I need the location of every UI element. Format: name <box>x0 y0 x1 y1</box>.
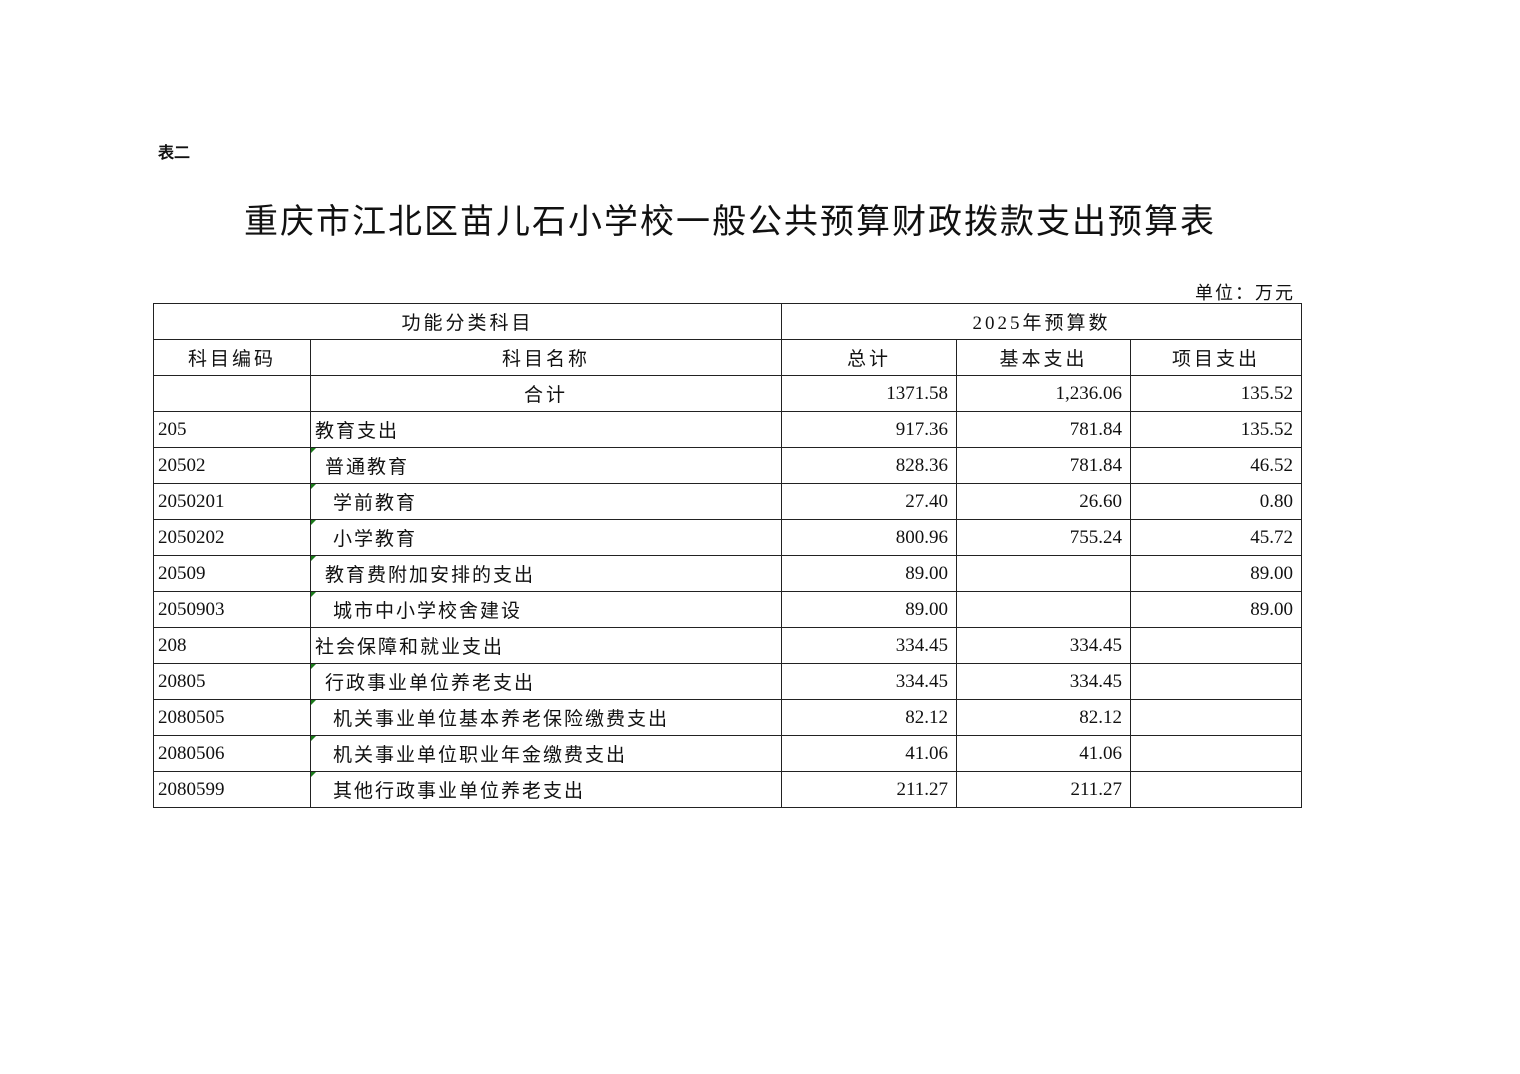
total-row: 合计 1371.58 1,236.06 135.52 <box>153 375 1303 412</box>
row-name: 教育费附加安排的支出 <box>309 555 783 592</box>
row-project <box>1130 735 1303 772</box>
page-title: 重庆市江北区苗儿石小学校一般公共预算财政拨款支出预算表 <box>244 204 1216 241</box>
row-project <box>1130 627 1303 664</box>
table-row: 2080599 其他行政事业单位养老支出 211.27 211.27 <box>153 771 1303 808</box>
row-total: 27.40 <box>781 483 958 520</box>
row-name: 普通教育 <box>309 447 783 484</box>
header-total: 总计 <box>781 339 958 376</box>
row-code: 2050201 <box>153 483 311 520</box>
row-project: 89.00 <box>1130 591 1303 628</box>
row-basic: 82.12 <box>956 699 1132 736</box>
header-name: 科目名称 <box>309 339 783 376</box>
total-code <box>153 375 311 412</box>
row-code: 20805 <box>153 663 311 700</box>
table-label: 表二 <box>158 145 191 162</box>
row-code: 2080505 <box>153 699 311 736</box>
header-row: 科目编码 科目名称 总计 基本支出 项目支出 <box>153 339 1303 376</box>
row-project <box>1130 699 1303 736</box>
row-name: 社会保障和就业支出 <box>309 627 783 664</box>
row-total: 41.06 <box>781 735 958 772</box>
total-project: 135.52 <box>1130 375 1303 412</box>
row-basic: 26.60 <box>956 483 1132 520</box>
table-row: 2050903 城市中小学校舍建设 89.00 89.00 <box>153 591 1303 628</box>
row-total: 334.45 <box>781 627 958 664</box>
row-project: 45.72 <box>1130 519 1303 556</box>
row-total: 82.12 <box>781 699 958 736</box>
row-name: 小学教育 <box>309 519 783 556</box>
row-project <box>1130 663 1303 700</box>
row-total: 828.36 <box>781 447 958 484</box>
row-name: 教育支出 <box>309 411 783 448</box>
total-basic: 1,236.06 <box>956 375 1132 412</box>
row-code: 208 <box>153 627 311 664</box>
total-name: 合计 <box>309 375 783 412</box>
row-code: 2080506 <box>153 735 311 772</box>
row-name: 机关事业单位职业年金缴费支出 <box>309 735 783 772</box>
row-basic: 755.24 <box>956 519 1132 556</box>
header-basic: 基本支出 <box>956 339 1132 376</box>
table-row: 20805 行政事业单位养老支出 334.45 334.45 <box>153 663 1303 700</box>
row-basic: 781.84 <box>956 447 1132 484</box>
table-row: 2080505 机关事业单位基本养老保险缴费支出 82.12 82.12 <box>153 699 1303 736</box>
row-code: 20509 <box>153 555 311 592</box>
row-total: 89.00 <box>781 591 958 628</box>
row-basic: 211.27 <box>956 771 1132 808</box>
row-code: 20502 <box>153 447 311 484</box>
row-basic <box>956 555 1132 592</box>
row-code: 205 <box>153 411 311 448</box>
row-basic: 41.06 <box>956 735 1132 772</box>
header-project: 项目支出 <box>1130 339 1303 376</box>
row-name: 其他行政事业单位养老支出 <box>309 771 783 808</box>
row-project: 135.52 <box>1130 411 1303 448</box>
row-name: 机关事业单位基本养老保险缴费支出 <box>309 699 783 736</box>
group-header-function: 功能分类科目 <box>152 303 783 340</box>
table-row: 2050201 学前教育 27.40 26.60 0.80 <box>153 483 1303 520</box>
row-code: 2080599 <box>153 771 311 808</box>
header-code: 科目编码 <box>153 339 311 376</box>
row-project: 89.00 <box>1130 555 1303 592</box>
budget-table: 功能分类科目 2025年预算数 科目编码 科目名称 总计 基本支出 项目支出 合… <box>152 303 1303 808</box>
table-row: 2050202 小学教育 800.96 755.24 45.72 <box>153 519 1303 556</box>
row-basic: 781.84 <box>956 411 1132 448</box>
table-row: 205 教育支出 917.36 781.84 135.52 <box>153 411 1303 448</box>
table-row: 208 社会保障和就业支出 334.45 334.45 <box>153 627 1303 664</box>
row-project: 0.80 <box>1130 483 1303 520</box>
row-total: 334.45 <box>781 663 958 700</box>
row-total: 89.00 <box>781 555 958 592</box>
row-basic: 334.45 <box>956 627 1132 664</box>
row-total: 917.36 <box>781 411 958 448</box>
row-project: 46.52 <box>1130 447 1303 484</box>
row-total: 211.27 <box>781 771 958 808</box>
row-name: 学前教育 <box>309 483 783 520</box>
row-name: 行政事业单位养老支出 <box>309 663 783 700</box>
table-row: 20509 教育费附加安排的支出 89.00 89.00 <box>153 555 1303 592</box>
table-row: 20502 普通教育 828.36 781.84 46.52 <box>153 447 1303 484</box>
row-name: 城市中小学校舍建设 <box>309 591 783 628</box>
total-total: 1371.58 <box>781 375 958 412</box>
table-row: 2080506 机关事业单位职业年金缴费支出 41.06 41.06 <box>153 735 1303 772</box>
row-basic <box>956 591 1132 628</box>
unit-label: 单位：万元 <box>1195 283 1295 303</box>
row-code: 2050202 <box>153 519 311 556</box>
row-project <box>1130 771 1303 808</box>
group-header-row: 功能分类科目 2025年预算数 <box>152 303 1303 340</box>
group-header-budget: 2025年预算数 <box>781 303 1303 340</box>
row-basic: 334.45 <box>956 663 1132 700</box>
row-code: 2050903 <box>153 591 311 628</box>
row-total: 800.96 <box>781 519 958 556</box>
